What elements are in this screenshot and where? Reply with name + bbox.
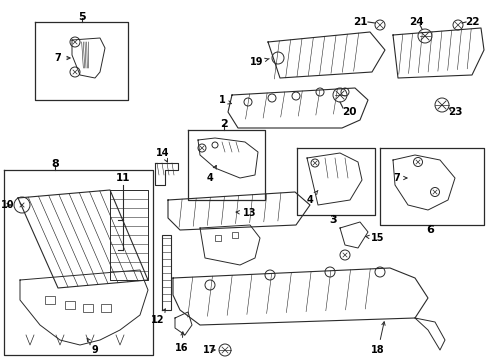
Text: 14: 14 [156, 148, 169, 162]
Text: 6: 6 [425, 225, 433, 235]
Bar [101, 304, 111, 312]
Bar [231, 232, 238, 238]
Text: 13: 13 [236, 208, 256, 218]
Bar [83, 304, 93, 312]
Text: 20: 20 [341, 107, 356, 117]
Text: 4: 4 [306, 190, 317, 205]
Text: 7: 7 [393, 173, 406, 183]
Text: 5: 5 [78, 12, 85, 22]
Text: 18: 18 [370, 322, 385, 355]
Text: 23: 23 [447, 107, 461, 117]
Text: 2: 2 [220, 119, 227, 129]
Bar [162, 235, 171, 310]
Text: 15: 15 [365, 233, 384, 243]
Text: 12: 12 [151, 309, 165, 325]
Text: 22: 22 [464, 17, 478, 27]
Text: 21: 21 [352, 17, 366, 27]
Text: 24: 24 [408, 17, 423, 27]
Text: 10: 10 [1, 200, 15, 210]
Text: 7: 7 [55, 53, 70, 63]
Bar [215, 235, 221, 241]
Text: 1: 1 [218, 95, 231, 105]
Text: 3: 3 [328, 215, 336, 225]
Bar [65, 301, 75, 309]
Text: 11: 11 [116, 173, 130, 183]
Text: 4: 4 [206, 166, 216, 183]
Text: 19: 19 [250, 57, 269, 67]
Text: 8: 8 [51, 159, 59, 169]
Text: 16: 16 [175, 332, 188, 353]
Text: 9: 9 [87, 338, 98, 355]
Bar [45, 296, 55, 304]
Text: 17: 17 [203, 345, 216, 355]
